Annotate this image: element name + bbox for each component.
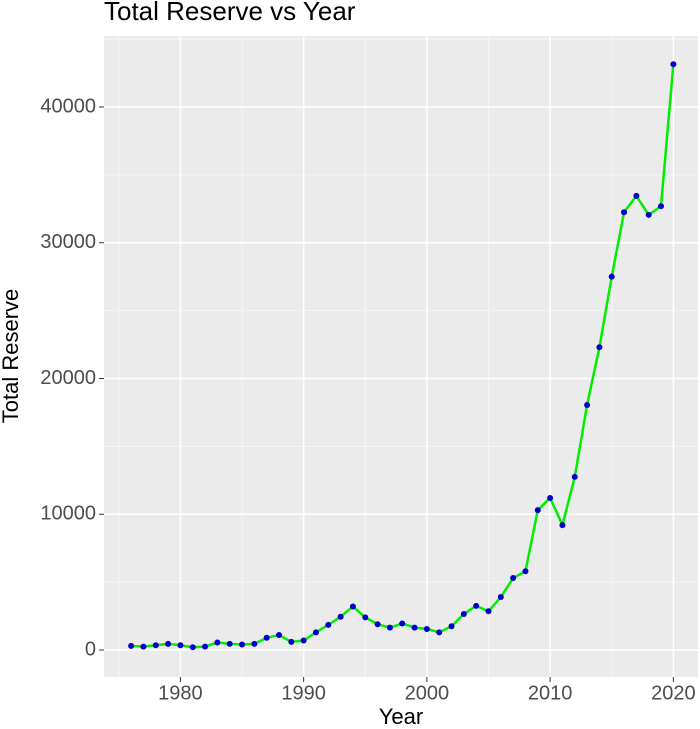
- point: [239, 641, 246, 648]
- x-axis-label: Year: [379, 704, 423, 729]
- y-tick-label: 40000: [40, 95, 96, 117]
- point: [559, 522, 566, 529]
- y-axis-label: Total Reserve: [0, 289, 23, 424]
- point: [152, 642, 159, 649]
- point: [275, 632, 282, 639]
- x-tick-label: 2000: [405, 682, 450, 704]
- point: [436, 629, 443, 636]
- point: [140, 643, 147, 650]
- chart-title: Total Reserve vs Year: [104, 0, 356, 26]
- point: [165, 640, 172, 647]
- point: [349, 603, 356, 610]
- point: [497, 594, 504, 601]
- point: [584, 401, 591, 408]
- point: [621, 209, 628, 216]
- point: [251, 640, 258, 647]
- point: [337, 613, 344, 620]
- y-tick-label: 0: [85, 638, 96, 660]
- point: [189, 644, 196, 651]
- point: [325, 621, 332, 628]
- point: [386, 624, 393, 631]
- point: [571, 473, 578, 480]
- point: [214, 639, 221, 646]
- point: [510, 575, 517, 582]
- point: [374, 621, 381, 628]
- point: [226, 640, 233, 647]
- x-tick-label: 1980: [158, 682, 203, 704]
- point: [547, 494, 554, 501]
- point: [263, 634, 270, 641]
- point: [534, 507, 541, 514]
- point: [473, 602, 480, 609]
- point: [658, 203, 665, 210]
- point: [608, 273, 615, 280]
- panel: [104, 36, 698, 677]
- point: [596, 344, 603, 351]
- point: [288, 638, 295, 645]
- point: [448, 623, 455, 630]
- point: [633, 192, 640, 199]
- x-tick-label: 2020: [651, 682, 696, 704]
- point: [485, 608, 492, 615]
- point: [202, 643, 209, 650]
- point: [128, 642, 135, 649]
- y-tick-label: 30000: [40, 231, 96, 253]
- point: [522, 568, 529, 575]
- point: [411, 624, 418, 631]
- point: [300, 637, 307, 644]
- x-tick-label: 2010: [528, 682, 573, 704]
- point: [177, 642, 184, 649]
- point: [362, 614, 369, 621]
- point: [312, 629, 319, 636]
- point: [423, 625, 430, 632]
- point: [670, 61, 677, 68]
- point: [399, 620, 406, 627]
- point: [645, 211, 652, 218]
- y-tick-label: 10000: [40, 503, 96, 525]
- y-tick-label: 20000: [40, 367, 96, 389]
- point: [460, 611, 467, 618]
- x-tick-label: 1990: [281, 682, 326, 704]
